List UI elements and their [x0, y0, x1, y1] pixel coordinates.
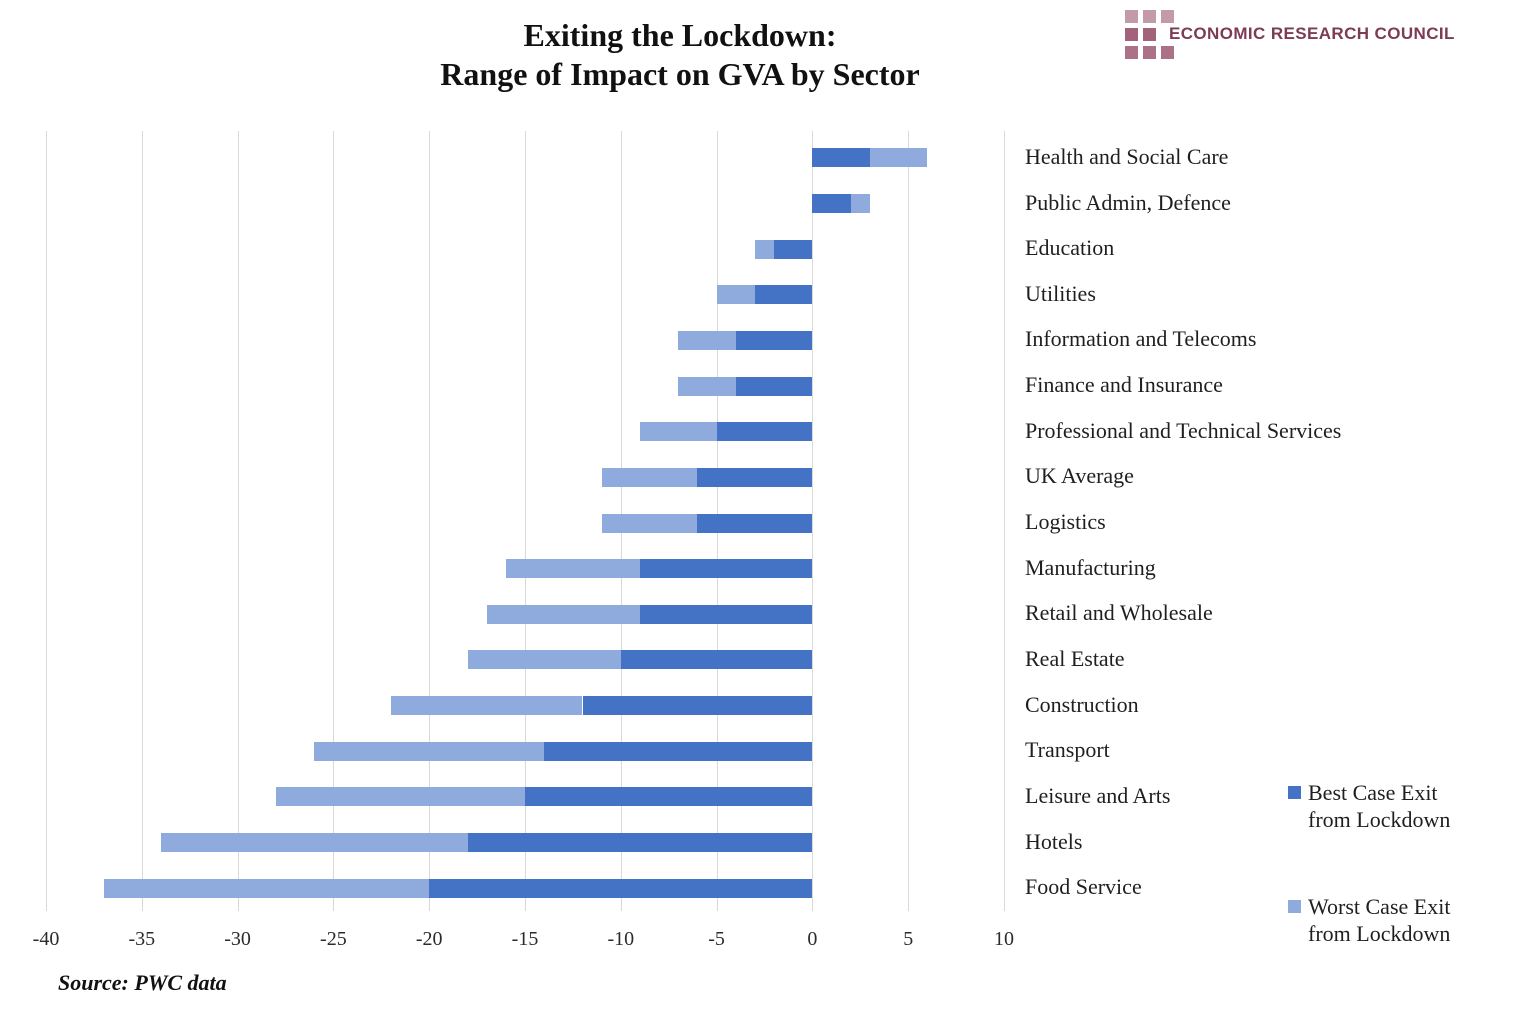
- category-label: Health and Social Care: [1025, 143, 1229, 169]
- bar-segment-best-case: [716, 422, 813, 442]
- x-tick-label: 5: [903, 928, 914, 950]
- bar-segment-best-case: [429, 878, 813, 898]
- category-label: Leisure and Arts: [1025, 782, 1171, 808]
- x-tick-label: 10: [994, 928, 1014, 950]
- legend-label-worst-case: Worst Case Exit from Lockdown: [1308, 894, 1451, 946]
- bar-segment-worst-case: [103, 878, 430, 898]
- category-label: Utilities: [1025, 280, 1096, 306]
- category-label: Construction: [1025, 691, 1139, 717]
- bar-segment-best-case: [754, 285, 813, 305]
- category-label: Food Service: [1025, 874, 1142, 900]
- x-tick-label: -15: [511, 928, 539, 950]
- bar-segment-worst-case: [505, 559, 640, 579]
- bar-segment-best-case: [640, 559, 813, 579]
- logo-square-icon: [1143, 10, 1156, 23]
- logo-square-icon: [1161, 10, 1174, 23]
- bar-segment-best-case: [525, 787, 813, 807]
- bar-segment-worst-case: [754, 239, 775, 259]
- bar-segment-worst-case: [601, 467, 698, 487]
- bar-segment-best-case: [582, 696, 813, 716]
- bar-segment-worst-case: [390, 696, 583, 716]
- gridline: [908, 131, 910, 911]
- x-tick-label: -25: [320, 928, 347, 950]
- gridline: [237, 131, 239, 911]
- x-tick-label: -10: [607, 928, 635, 950]
- gridline: [141, 131, 143, 911]
- bar-segment-worst-case: [275, 787, 525, 807]
- bar-segment-best-case: [774, 239, 813, 259]
- bar-segment-best-case: [544, 741, 813, 761]
- best-case-swatch-icon: [1288, 786, 1301, 799]
- bar-segment-best-case: [697, 513, 813, 533]
- bar-segment-worst-case: [161, 833, 468, 852]
- logo-square-icon: [1143, 46, 1156, 59]
- bar-segment-worst-case: [314, 741, 545, 761]
- category-label: Information and Telecoms: [1025, 326, 1257, 352]
- category-label: Professional and Technical Services: [1025, 417, 1342, 443]
- category-label: Logistics: [1025, 509, 1106, 534]
- x-tick-label: -5: [708, 928, 725, 950]
- chart-title: Exiting the Lockdown: Range of Impact on…: [0, 16, 1360, 94]
- category-label: Retail and Wholesale: [1025, 600, 1213, 626]
- erc-logo: ECONOMIC RESEARCH COUNCIL: [1125, 8, 1525, 64]
- category-label: Manufacturing: [1025, 554, 1156, 580]
- erc-logo-text: ECONOMIC RESEARCH COUNCIL: [1169, 24, 1455, 43]
- gridline: [429, 131, 431, 911]
- x-tick-label: -30: [224, 928, 251, 950]
- chart-title-line2: Range of Impact on GVA by Sector: [440, 56, 920, 92]
- bar-segment-best-case: [620, 650, 813, 670]
- logo-square-icon: [1143, 28, 1156, 41]
- category-label: Public Admin, Defence: [1025, 189, 1231, 215]
- bar-segment-best-case: [467, 833, 813, 852]
- bar-segment-worst-case: [486, 604, 640, 624]
- bar-segment-worst-case: [467, 650, 621, 670]
- category-label: Real Estate: [1025, 645, 1125, 671]
- bar-segment-best-case: [812, 194, 851, 213]
- bar-segment-best-case: [697, 467, 813, 487]
- legend-label-best-case: Best Case Exit from Lockdown: [1308, 780, 1451, 832]
- chart-title-line1: Exiting the Lockdown:: [523, 17, 837, 53]
- gridline: [525, 131, 526, 911]
- category-label: Finance and Insurance: [1025, 372, 1223, 398]
- logo-square-icon: [1161, 46, 1174, 59]
- category-label: UK Average: [1025, 463, 1134, 489]
- bar-segment-best-case: [735, 330, 813, 350]
- worst-case-swatch-icon: [1288, 900, 1301, 913]
- logo-square-icon: [1125, 10, 1138, 23]
- x-tick-label: 0: [807, 928, 818, 950]
- bar-segment-best-case: [812, 148, 870, 168]
- bar-segment-best-case: [735, 376, 813, 396]
- category-label: Transport: [1025, 737, 1110, 763]
- bar-segment-worst-case: [869, 148, 928, 168]
- bar-segment-worst-case: [716, 285, 755, 305]
- legend-entry-worst-case: Worst Case Exit from Lockdown: [1288, 893, 1498, 947]
- category-label: Hotels: [1025, 828, 1083, 854]
- bar-segment-worst-case: [850, 194, 870, 213]
- x-tick-label: -40: [32, 928, 60, 950]
- bar-segment-worst-case: [640, 422, 717, 442]
- gridline: [333, 131, 335, 911]
- gridline: [1004, 131, 1005, 911]
- category-label: Education: [1025, 235, 1115, 261]
- logo-square-icon: [1125, 28, 1138, 41]
- x-tick-label: -35: [128, 928, 156, 950]
- logo-square-icon: [1125, 46, 1138, 59]
- gridline: [46, 131, 47, 911]
- bar-segment-worst-case: [601, 513, 698, 533]
- bar-segment-worst-case: [678, 376, 736, 396]
- legend-entry-best-case: Best Case Exit from Lockdown: [1288, 779, 1498, 833]
- bar-segment-best-case: [640, 604, 813, 624]
- x-tick-label: -20: [415, 928, 443, 950]
- bar-segment-worst-case: [678, 330, 736, 350]
- source-note: Source: PWC data: [58, 970, 227, 995]
- gridline: [812, 131, 814, 911]
- erc-logo-squares-icon: [1125, 10, 1174, 59]
